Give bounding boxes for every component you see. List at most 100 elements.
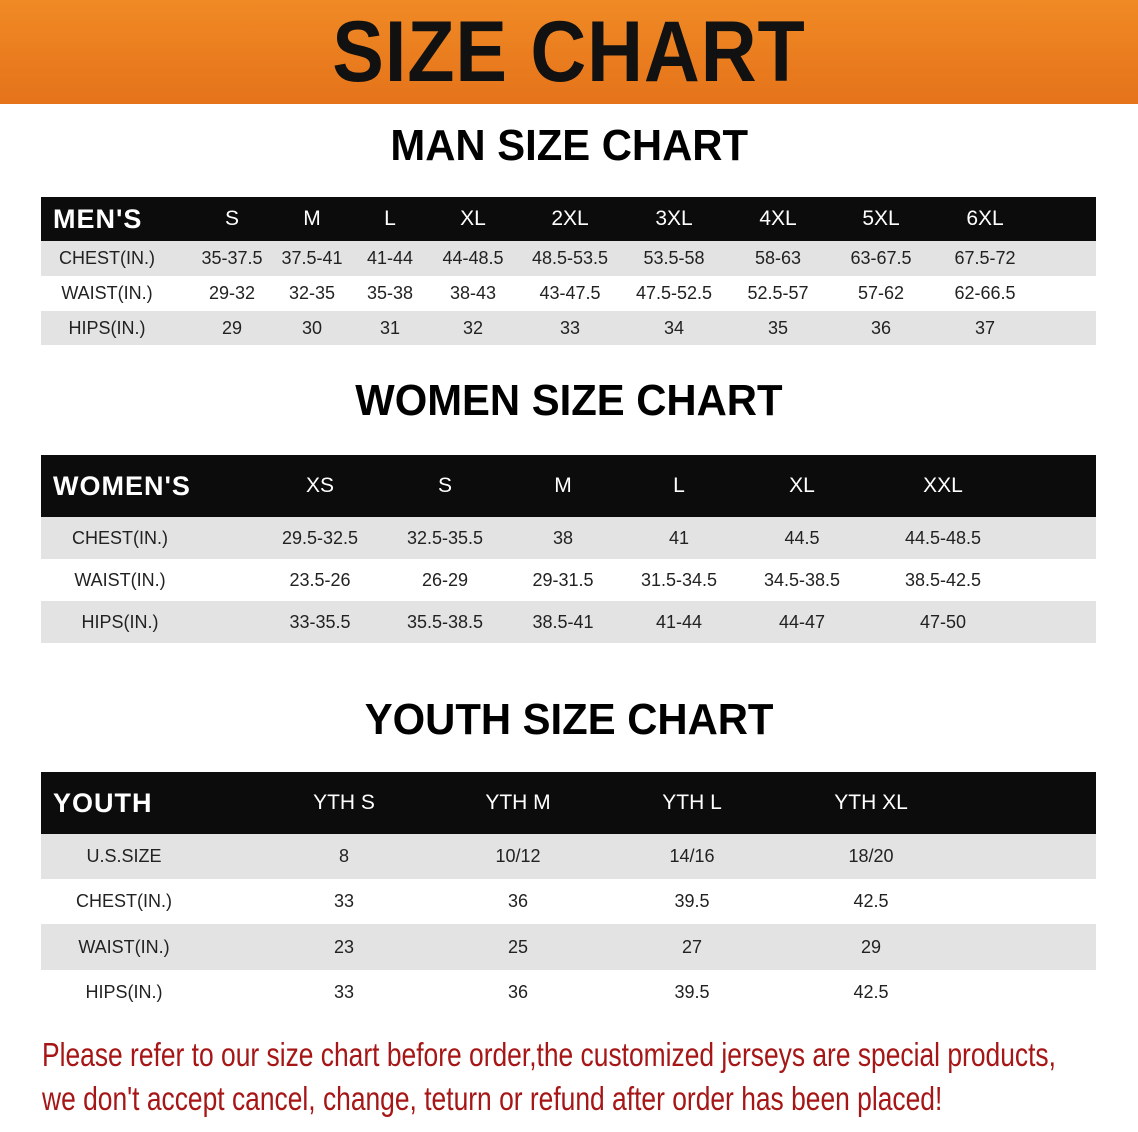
measurement-value: 35 <box>767 317 789 338</box>
measurement-value: 41-44 <box>366 248 414 268</box>
measurement-value: 53.5-58 <box>643 248 705 268</box>
measurement-value: 33 <box>333 982 355 1002</box>
men-section-title: MAN SIZE CHART <box>390 121 748 170</box>
measurement-value: 58-63 <box>754 248 802 268</box>
size-header: M <box>303 207 321 230</box>
measurement-label: CHEST(IN.) <box>72 527 168 548</box>
measurement-value: 26-29 <box>421 569 469 590</box>
measurement-value: 67.5-72 <box>954 248 1016 268</box>
measurement-value: 48.5-53.5 <box>531 248 609 268</box>
measurement-value: 8 <box>338 846 350 866</box>
measurement-value: 29 <box>860 936 882 957</box>
size-header: XL <box>789 474 815 497</box>
measurement-value: 34 <box>663 317 685 338</box>
measurement-value: 41 <box>668 527 690 548</box>
measurement-value: 33 <box>559 317 581 338</box>
measurement-value: 23.5-26 <box>289 569 351 590</box>
measurement-label: CHEST(IN.) <box>59 248 155 268</box>
measurement-value: 23 <box>333 936 355 957</box>
notice-line-1: Please refer to our size chart before or… <box>42 1036 1056 1073</box>
size-header: 5XL <box>862 207 900 230</box>
measurement-value: 44.5-48.5 <box>904 527 982 548</box>
measurement-label: WAIST(IN.) <box>61 283 153 303</box>
measurement-value: 33 <box>333 891 355 911</box>
table-row: CHEST(IN.) 33 36 39.5 42.5 <box>41 879 1096 924</box>
measurement-value: 31.5-34.5 <box>640 569 718 590</box>
women-header-label: WOMEN'S <box>53 470 191 501</box>
measurement-value: 30 <box>301 317 323 338</box>
measurement-value: 18/20 <box>848 846 894 866</box>
men-header-row: MEN'S S M L XL 2XL 3XL 4XL 5XL 6XL <box>41 197 1096 241</box>
size-header: YTH S <box>313 791 375 814</box>
measurement-value: 37.5-41 <box>281 248 343 268</box>
size-header: XL <box>460 207 486 230</box>
measurement-value: 36 <box>507 982 529 1002</box>
page-title: SIZE CHART <box>332 3 806 100</box>
measurement-value: 36 <box>870 317 892 338</box>
measurement-value: 38 <box>552 527 574 548</box>
table-row: WAIST(IN.) 29-32 32-35 35-38 38-43 43-47.5 47.… <box>41 276 1096 311</box>
size-header: L <box>673 474 685 497</box>
size-header: XXL <box>923 474 963 497</box>
measurement-value: 44.5 <box>784 527 820 548</box>
measurement-value: 35-37.5 <box>201 248 263 268</box>
measurement-value: 25 <box>507 936 529 957</box>
size-header: 4XL <box>759 207 797 230</box>
table-row: HIPS(IN.) 33-35.5 35.5-38.5 38.5-41 41-44 44-… <box>41 601 1096 643</box>
measurement-value: 29 <box>221 317 243 338</box>
measurement-value: 35-38 <box>366 283 414 303</box>
measurement-value: 31 <box>379 317 401 338</box>
measurement-label: WAIST(IN.) <box>78 936 170 957</box>
size-header: S <box>437 474 453 497</box>
notice-line-2: we don't accept cancel, change, teturn o… <box>42 1080 943 1117</box>
measurement-value: 63-67.5 <box>850 248 912 268</box>
women-header-row: WOMEN'S XS S M L XL XXL <box>41 455 1096 517</box>
measurement-label: U.S.SIZE <box>86 846 162 866</box>
table-row: CHEST(IN.) 35-37.5 37.5-41 41-44 44-48.5 48.5… <box>41 241 1096 276</box>
measurement-value: 38.5-41 <box>532 611 594 632</box>
measurement-value: 41-44 <box>655 611 703 632</box>
measurement-value: 42.5 <box>853 891 889 911</box>
measurement-value: 38-43 <box>449 283 497 303</box>
measurement-value: 47-50 <box>919 611 967 632</box>
size-header: YTH XL <box>834 791 908 814</box>
measurement-value: 32 <box>462 317 484 338</box>
youth-section-title: YOUTH SIZE CHART <box>364 695 774 744</box>
size-header: 2XL <box>551 207 589 230</box>
size-header: YTH L <box>662 791 722 814</box>
measurement-label: HIPS(IN.) <box>68 317 146 338</box>
measurement-value: 44-47 <box>778 611 826 632</box>
men-header-label: MEN'S <box>53 203 143 234</box>
table-row: WAIST(IN.) 23.5-26 26-29 29-31.5 31.5-34.5 34… <box>41 559 1096 601</box>
size-header: XS <box>305 474 335 497</box>
measurement-value: 52.5-57 <box>747 283 809 303</box>
measurement-value: 33-35.5 <box>289 611 351 632</box>
measurement-value: 47.5-52.5 <box>635 283 713 303</box>
youth-header-label: YOUTH <box>53 787 153 818</box>
size-header: YTH M <box>485 791 551 814</box>
measurement-value: 10/12 <box>495 846 541 866</box>
measurement-value: 39.5 <box>674 891 710 911</box>
measurement-label: HIPS(IN.) <box>81 611 159 632</box>
measurement-label: HIPS(IN.) <box>85 982 163 1002</box>
measurement-value: 43-47.5 <box>539 283 601 303</box>
measurement-value: 38.5-42.5 <box>904 569 982 590</box>
youth-header-row: YOUTH YTH S YTH M YTH L YTH XL <box>41 772 1096 834</box>
measurement-value: 32.5-35.5 <box>406 527 484 548</box>
size-header: M <box>554 474 572 497</box>
table-row: HIPS(IN.) 33 36 39.5 42.5 <box>41 970 1096 1015</box>
size-header: S <box>224 207 240 230</box>
title-banner: SIZE CHART <box>0 0 1138 104</box>
table-row: U.S.SIZE 8 10/12 14/16 18/20 <box>41 834 1096 879</box>
measurement-value: 14/16 <box>669 846 715 866</box>
measurement-value: 29-32 <box>208 283 256 303</box>
measurement-label: WAIST(IN.) <box>74 569 166 590</box>
measurement-value: 37 <box>974 317 996 338</box>
measurement-label: CHEST(IN.) <box>76 891 172 911</box>
table-row: HIPS(IN.) 29 30 31 32 33 34 35 36 37 <box>41 311 1096 345</box>
measurement-value: 29.5-32.5 <box>281 527 359 548</box>
measurement-value: 36 <box>507 891 529 911</box>
measurement-value: 35.5-38.5 <box>406 611 484 632</box>
measurement-value: 57-62 <box>857 283 905 303</box>
measurement-value: 62-66.5 <box>954 283 1016 303</box>
